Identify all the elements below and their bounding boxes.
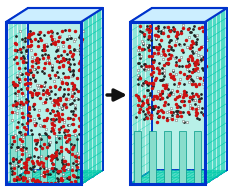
Polygon shape	[130, 170, 227, 184]
Bar	[134, 131, 141, 184]
Polygon shape	[130, 8, 152, 184]
Bar	[194, 131, 201, 184]
Polygon shape	[205, 8, 227, 184]
Bar	[40, 135, 47, 184]
Polygon shape	[6, 8, 103, 22]
Bar	[10, 135, 17, 184]
Bar	[164, 131, 171, 184]
Polygon shape	[152, 8, 227, 170]
Polygon shape	[81, 8, 103, 184]
Bar	[55, 135, 62, 184]
Bar	[179, 131, 186, 184]
Bar	[25, 135, 32, 184]
Polygon shape	[130, 8, 227, 22]
Bar	[70, 135, 77, 184]
Polygon shape	[6, 8, 28, 184]
Bar	[149, 131, 156, 184]
Polygon shape	[28, 8, 103, 170]
Polygon shape	[6, 170, 103, 184]
